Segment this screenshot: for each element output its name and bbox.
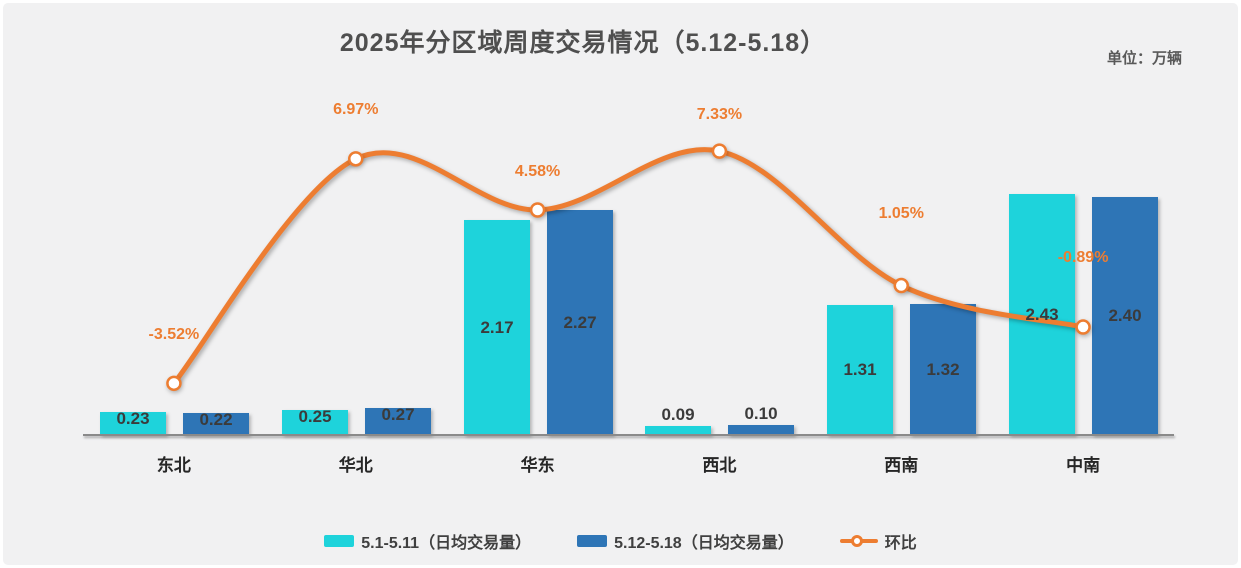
bar-value-label: 2.17 bbox=[480, 317, 514, 337]
bar-value-label: 2.27 bbox=[563, 312, 597, 332]
plot-area: 0.23 0.25 2.17 0.09 1.31 2.43 0.22 0.27 2.27 0.10… bbox=[3, 3, 1238, 565]
ratio-label-西南: 1.05% bbox=[878, 204, 924, 222]
bar-value-label: 2.40 bbox=[1108, 306, 1142, 325]
category-label-中南: 中南 bbox=[1066, 456, 1101, 475]
ratio-marker-西北 bbox=[711, 143, 728, 159]
bar-value-label: 0.09 bbox=[661, 405, 695, 424]
legend-item-week1: 5.1-5.11（日均交易量） bbox=[324, 529, 531, 553]
ratio-label-东北: -3.52% bbox=[148, 326, 200, 344]
ratio-label-华北: 6.97% bbox=[333, 100, 379, 118]
bar-week1-西北 bbox=[645, 426, 711, 435]
legend-label-week2: 5.12-5.18（日均交易量） bbox=[614, 535, 794, 552]
ratio-label-西北: 7.33% bbox=[696, 106, 743, 124]
ratio-label-中南: -0.89% bbox=[1057, 249, 1109, 267]
line-marker-icon bbox=[839, 535, 878, 547]
bar-week2-中南 bbox=[1092, 197, 1158, 435]
legend: 5.1-5.11（日均交易量） 5.12-5.18（日均交易量） 环比 bbox=[3, 529, 1238, 553]
category-label-西南: 西南 bbox=[884, 456, 919, 475]
legend-item-ratio: 环比 bbox=[839, 529, 917, 553]
bar-week1-华北 bbox=[282, 410, 348, 435]
bar-value-label: 0.27 bbox=[381, 405, 415, 424]
bar-value-label: 0.22 bbox=[199, 410, 233, 429]
bar-week2-华北 bbox=[365, 408, 431, 435]
bar-value-label: 1.32 bbox=[926, 359, 960, 379]
legend-item-week2: 5.12-5.18（日均交易量） bbox=[577, 529, 794, 553]
ratio-label-华东: 4.58% bbox=[514, 162, 561, 180]
legend-swatch-week1 bbox=[324, 535, 355, 547]
bar-value-label: 1.31 bbox=[843, 360, 877, 379]
x-axis-line bbox=[83, 434, 1174, 436]
bar-value-label: 2.43 bbox=[1025, 304, 1059, 324]
bar-value-label: 0.10 bbox=[744, 404, 778, 423]
ratio-marker-东北 bbox=[166, 375, 182, 392]
bar-value-label: 0.23 bbox=[116, 409, 150, 428]
bar-week2-东北 bbox=[183, 413, 249, 435]
chart-title: 2025年分区域周度交易情况（5.12-5.18） bbox=[339, 29, 827, 57]
ratio-marker-西南 bbox=[893, 277, 909, 294]
bar-week2-西北 bbox=[728, 425, 794, 435]
category-label-华东: 华东 bbox=[520, 456, 555, 475]
legend-label-week1: 5.1-5.11（日均交易量） bbox=[361, 535, 532, 552]
legend-swatch-week2 bbox=[577, 535, 608, 547]
ratio-marker-华东 bbox=[529, 202, 546, 218]
bar-week1-东北 bbox=[100, 412, 166, 435]
ratio-marker-中南 bbox=[1075, 319, 1091, 335]
category-label-东北: 东北 bbox=[156, 456, 191, 475]
category-label-西北: 西北 bbox=[702, 456, 737, 475]
category-label-华北: 华北 bbox=[338, 456, 373, 475]
legend-label-ratio: 环比 bbox=[884, 535, 917, 552]
ratio-marker-华北 bbox=[348, 151, 364, 167]
bar-value-label: 0.25 bbox=[298, 407, 332, 426]
unit-label: 单位：万辆 bbox=[1106, 50, 1182, 67]
